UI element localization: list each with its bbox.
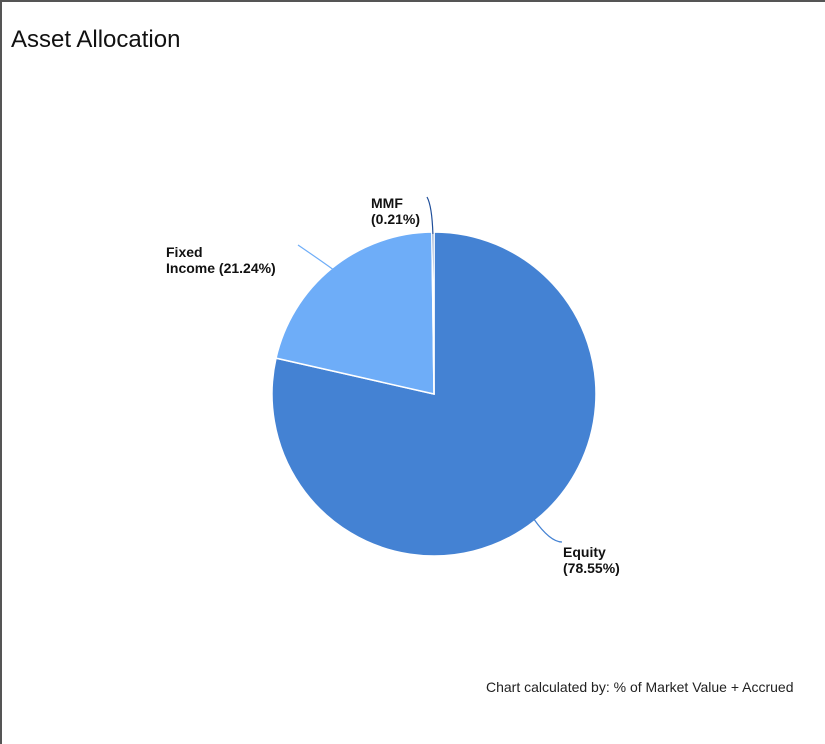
slice-label-fixed-income-line-1: Fixed [166, 244, 203, 260]
leader-line-mmf [426, 196, 434, 235]
slice-label-equity-line-1: Equity [563, 544, 606, 560]
slice-label-mmf-line-1: MMF [371, 195, 403, 211]
slice-label-fixed-income-line-2: Income (21.24%) [166, 260, 276, 276]
leader-line-equity [533, 518, 563, 543]
chart-title: Asset Allocation [11, 26, 181, 53]
chart-footnote: Chart calculated by: % of Market Value +… [486, 679, 794, 695]
leader-line-fixed-income [297, 244, 334, 271]
slice-label-mmf-line-2: (0.21%) [371, 211, 420, 227]
slice-label-equity-line-2: (78.55%) [563, 560, 620, 576]
